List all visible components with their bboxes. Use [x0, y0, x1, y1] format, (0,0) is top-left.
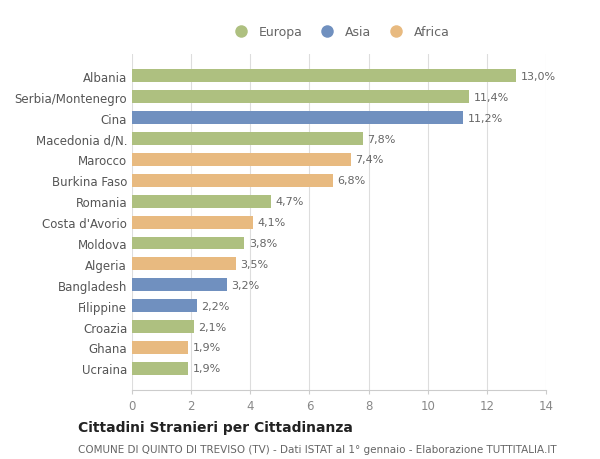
Bar — [132, 362, 188, 375]
Text: 11,2%: 11,2% — [467, 113, 503, 123]
Text: 4,1%: 4,1% — [257, 218, 286, 228]
Text: 7,8%: 7,8% — [367, 134, 395, 144]
Text: 6,8%: 6,8% — [338, 176, 366, 186]
Text: 7,4%: 7,4% — [355, 155, 383, 165]
Bar — [132, 237, 244, 250]
Text: 1,9%: 1,9% — [193, 364, 221, 374]
Text: 4,7%: 4,7% — [275, 197, 304, 207]
Text: 2,2%: 2,2% — [202, 301, 230, 311]
Bar — [132, 91, 469, 104]
Bar — [132, 341, 188, 354]
Bar — [132, 258, 235, 271]
Bar — [132, 133, 362, 146]
Text: 2,1%: 2,1% — [199, 322, 227, 332]
Bar — [132, 174, 333, 187]
Text: Cittadini Stranieri per Cittadinanza: Cittadini Stranieri per Cittadinanza — [78, 420, 353, 434]
Legend: Europa, Asia, Africa: Europa, Asia, Africa — [223, 21, 455, 44]
Text: 13,0%: 13,0% — [521, 72, 556, 82]
Bar — [132, 154, 351, 167]
Bar — [132, 70, 517, 83]
Bar — [132, 112, 463, 125]
Bar — [132, 216, 253, 229]
Bar — [132, 279, 227, 291]
Text: COMUNE DI QUINTO DI TREVISO (TV) - Dati ISTAT al 1° gennaio - Elaborazione TUTTI: COMUNE DI QUINTO DI TREVISO (TV) - Dati … — [78, 444, 557, 454]
Bar — [132, 299, 197, 313]
Bar — [132, 196, 271, 208]
Text: 11,4%: 11,4% — [473, 93, 509, 103]
Text: 3,5%: 3,5% — [240, 259, 268, 269]
Text: 1,9%: 1,9% — [193, 342, 221, 353]
Text: 3,2%: 3,2% — [231, 280, 259, 290]
Text: 3,8%: 3,8% — [249, 239, 277, 248]
Bar — [132, 320, 194, 333]
